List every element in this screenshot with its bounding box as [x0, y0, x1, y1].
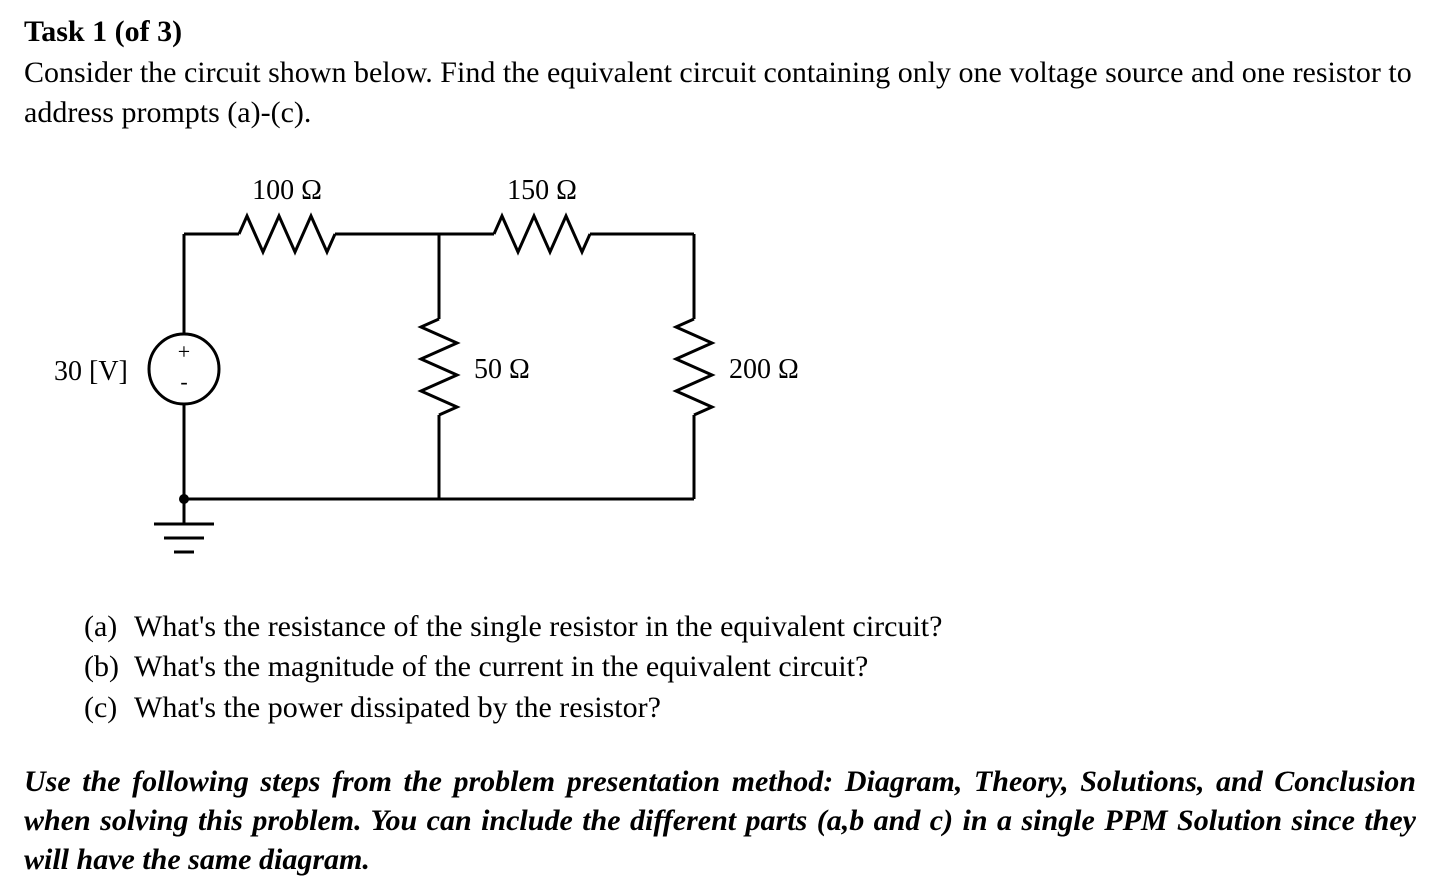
prompt-a-letter: (a): [84, 607, 134, 648]
task-title: Task 1 (of 3): [24, 15, 182, 48]
prompt-c-text: What's the power dissipated by the resis…: [134, 688, 661, 729]
task-intro: Consider the circuit shown below. Find t…: [24, 53, 1416, 134]
prompt-b: (b) What's the magnitude of the current …: [84, 647, 1416, 688]
prompt-c: (c) What's the power dissipated by the r…: [84, 688, 1416, 729]
task-header: Task 1 (of 3): [24, 12, 1416, 53]
prompt-b-letter: (b): [84, 647, 134, 688]
r1-label: 100 Ω: [252, 175, 322, 206]
source-label: 30 [V]: [54, 356, 128, 387]
r3-label: 50 Ω: [474, 354, 530, 385]
instructions-text: Use the following steps from the problem…: [24, 762, 1416, 879]
r4-label: 200 Ω: [729, 354, 799, 385]
prompts-list: (a) What's the resistance of the single …: [84, 607, 1416, 729]
r2-label: 150 Ω: [507, 175, 577, 206]
source-plus: +: [178, 339, 190, 364]
circuit-diagram: + - 30 [V] 100 Ω 150 Ω 50 Ω 200 Ω: [44, 154, 1416, 569]
prompt-b-text: What's the magnitude of the current in t…: [134, 647, 868, 688]
prompt-a: (a) What's the resistance of the single …: [84, 607, 1416, 648]
source-minus: -: [180, 369, 187, 394]
prompt-c-letter: (c): [84, 688, 134, 729]
prompt-a-text: What's the resistance of the single resi…: [134, 607, 942, 648]
